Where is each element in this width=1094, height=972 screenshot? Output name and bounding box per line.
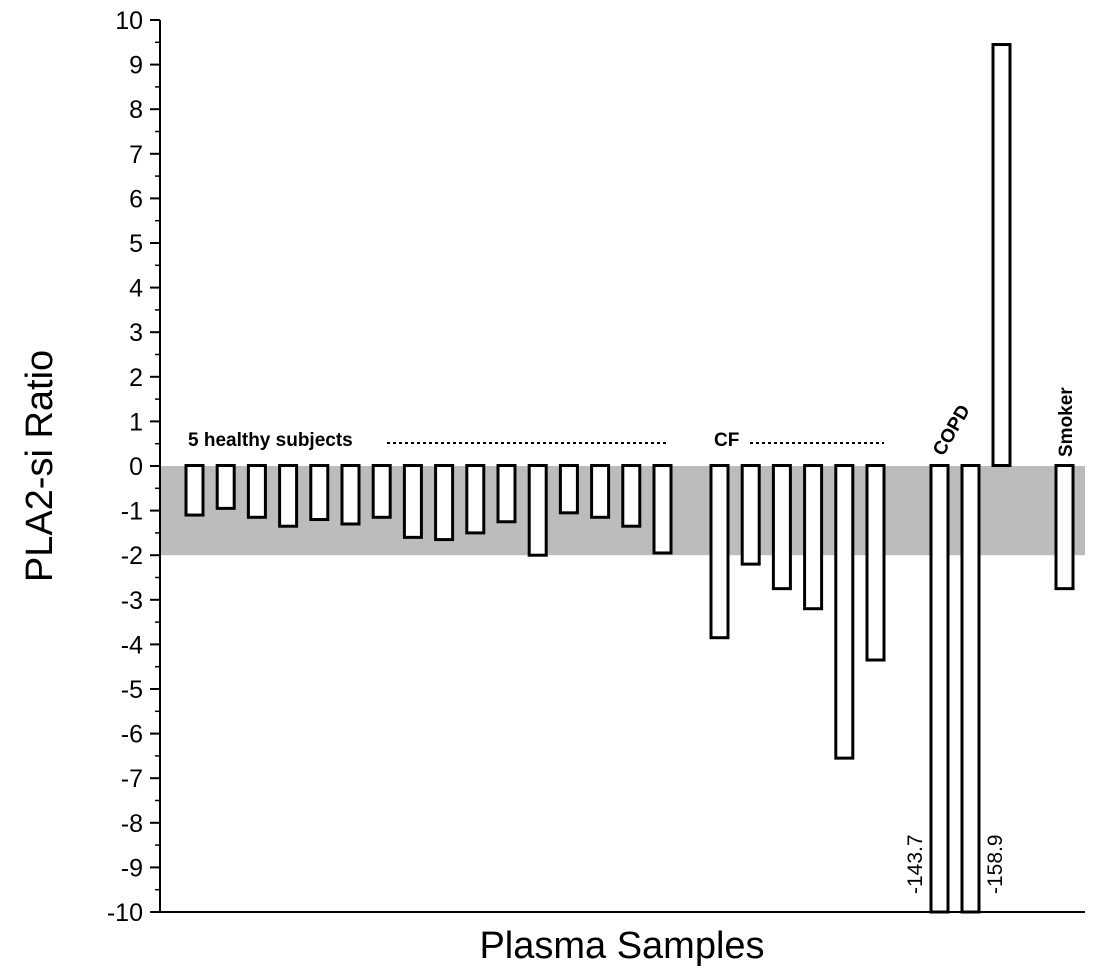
y-tick-label: -3 [121, 587, 143, 615]
group-label-cf: CF [714, 430, 739, 451]
bar-sample-16 [652, 464, 673, 555]
bar-sample-10 [465, 464, 486, 535]
bar-sample-5 [309, 464, 330, 522]
y-tick-label: 7 [129, 141, 143, 169]
bar-sample-6 [340, 464, 361, 526]
value-label-2: -158.9 [984, 834, 1007, 894]
y-tick-label: -6 [121, 721, 143, 749]
y-tick-label: -2 [121, 542, 143, 570]
value-label-1: -143.7 [904, 834, 927, 894]
group-label-healthy: 5 healthy subjects [188, 430, 353, 451]
y-tick-label: 8 [129, 96, 143, 124]
y-tick-label: 10 [115, 7, 143, 35]
y-tick-label: 2 [129, 364, 143, 392]
bar-sample-4 [278, 464, 299, 528]
y-tick-label: -10 [107, 899, 143, 927]
y-tick-label: 1 [129, 408, 143, 436]
x-axis-title: Plasma Samples [479, 925, 764, 967]
bar-sample-20 [803, 464, 824, 611]
y-tick-label: -9 [121, 854, 143, 882]
y-tick-label: -7 [121, 765, 143, 793]
bar-sample-3 [246, 464, 267, 519]
bar-sample-13 [558, 464, 579, 515]
y-axis-title: PLA2-si Ratio [19, 350, 61, 582]
bar-sample-15 [621, 464, 642, 528]
y-tick-label: -5 [121, 676, 143, 704]
y-tick-label: 4 [129, 275, 143, 303]
y-tick-label: -8 [121, 810, 143, 838]
bar-sample-21 [834, 464, 855, 760]
group-label-smoker: Smoker [1056, 387, 1077, 457]
y-tick-label: 5 [129, 230, 143, 258]
bar-sample-18 [740, 464, 761, 566]
bar-sample-7 [371, 464, 392, 519]
bar-sample-2 [215, 464, 236, 510]
bar-sample-8 [402, 464, 423, 539]
y-tick-label: -1 [121, 498, 143, 526]
y-tick-label: 9 [129, 52, 143, 80]
bar-sample-19 [771, 464, 792, 591]
bar-sample-26 [1054, 464, 1075, 591]
bar-sample-11 [496, 464, 517, 524]
bar-sample-12 [527, 464, 548, 557]
bar-sample-9 [434, 464, 455, 542]
y-tick-label: 0 [129, 453, 143, 481]
bar-sample-24 [960, 464, 981, 914]
bar-sample-1 [184, 464, 205, 517]
bar-sample-23 [929, 464, 950, 914]
bar-sample-14 [590, 464, 611, 519]
y-tick-label: 3 [129, 319, 143, 347]
y-tick-label: 6 [129, 185, 143, 213]
bar-sample-22 [865, 464, 886, 662]
bar-sample-25 [991, 43, 1012, 467]
bar-sample-17 [709, 464, 730, 640]
group-label-copd: COPD [929, 401, 975, 459]
y-tick-label: -4 [121, 631, 143, 659]
